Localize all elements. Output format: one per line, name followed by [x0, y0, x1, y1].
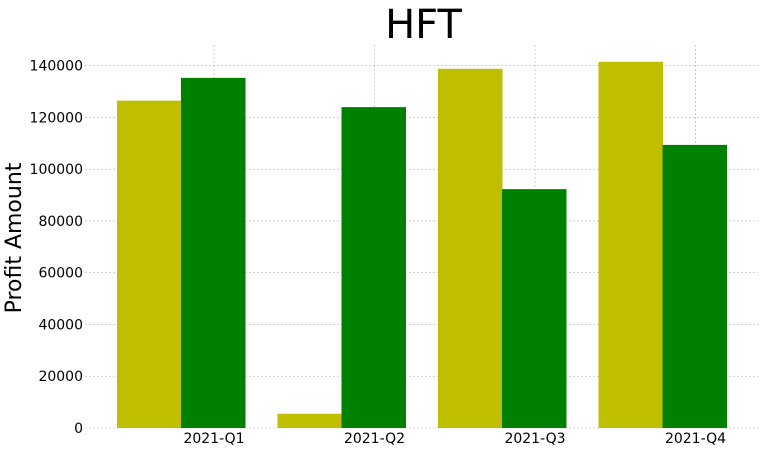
x-tick-label: 2021-Q3 [504, 431, 565, 447]
y-tick-label: 120000 [30, 110, 83, 126]
bar-series1-2021-Q1 [117, 100, 182, 428]
bar-series1-2021-Q3 [438, 68, 503, 428]
y-tick-label: 60000 [38, 266, 83, 282]
y-tick-label: 140000 [30, 59, 83, 75]
bar-series2-2021-Q3 [502, 189, 567, 428]
y-tick-label: 80000 [38, 214, 83, 230]
y-tick-labels: 0 20000 40000 60000 80000 100000 120000 140000 [30, 59, 83, 437]
x-tick-label: 2021-Q1 [183, 431, 244, 447]
bar-series2-2021-Q1 [181, 77, 246, 428]
x-tick-labels: 2021-Q1 2021-Q2 2021-Q3 2021-Q4 [183, 431, 726, 447]
y-tick-label: 20000 [38, 369, 83, 385]
bar-series2-2021-Q2 [341, 107, 406, 429]
y-tick-label: 0 [74, 421, 83, 437]
bar-series1-2021-Q2 [277, 413, 342, 428]
y-axis-label: Profit Amount [2, 162, 27, 313]
x-tick-label: 2021-Q2 [344, 431, 405, 447]
y-tick-label: 40000 [38, 317, 83, 333]
bar-series2-2021-Q4 [662, 144, 727, 428]
bar-layer [117, 61, 727, 429]
chart-title: HFT [385, 2, 462, 48]
bar-series1-2021-Q4 [598, 61, 663, 428]
y-tick-label: 100000 [30, 162, 83, 178]
x-tick-label: 2021-Q4 [665, 431, 726, 447]
